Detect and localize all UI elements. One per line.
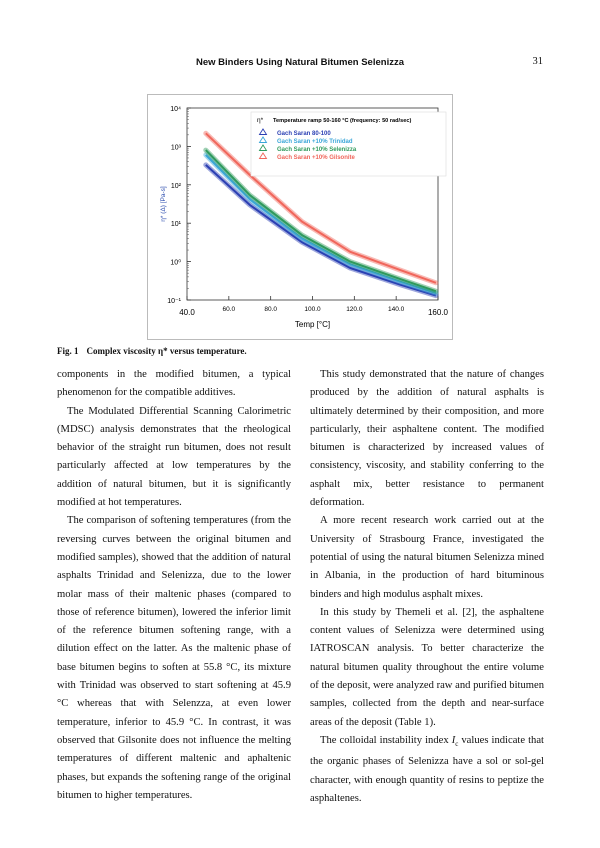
running-header: New Binders Using Natural Bitumen Seleni… [0, 55, 600, 71]
legend-marker [258, 152, 268, 159]
y-tick-label: 10⁰ [170, 259, 181, 267]
legend-label: Gach Saran +10% Trinidad [277, 139, 353, 145]
paragraph: The colloidal instability index Ic value… [310, 732, 544, 808]
x-tick-label: 80.0 [264, 306, 277, 313]
paragraph: The comparison of softening temperatures… [57, 515, 291, 801]
legend-marker [258, 144, 268, 151]
paragraph: The Modulated Differential Scanning Calo… [57, 405, 291, 509]
legend-box [250, 111, 447, 177]
legend-label: Gach Saran +10% Gilsonite [277, 155, 356, 161]
x-tick-label: 100.0 [304, 306, 321, 313]
series [203, 152, 439, 296]
series-line [205, 164, 437, 297]
x-tick-label: 120.0 [346, 306, 363, 313]
legend-marker [258, 136, 268, 143]
series [203, 130, 439, 286]
left-column: components in the modified bitumen, a ty… [57, 366, 291, 805]
subscript: c [455, 740, 459, 749]
series [203, 147, 439, 294]
paragraph: This study demonstrated that the nature … [310, 369, 544, 509]
text: The colloidal instability index [320, 734, 452, 746]
chart: 10⁻¹ 10⁰ 10¹ 10² 10³ 10⁴ 40.0 60.0 80.0 100.0 120.… [160, 106, 449, 329]
x-tick-label: 140.0 [388, 306, 405, 313]
y-tick-label: 10⁴ [170, 106, 181, 113]
y-tick-label: 10² [171, 183, 182, 190]
x-tick-label: 40.0 [179, 308, 195, 317]
paragraph: In this study by Themeli et al. [2], the… [310, 606, 544, 728]
y-tick-label: 10⁻¹ [167, 298, 181, 305]
paragraph: components in the modified bitumen, a ty… [57, 369, 291, 399]
right-column: This study demonstrated that the nature … [310, 366, 544, 808]
series-line [205, 154, 437, 295]
legend-title: η* [257, 117, 264, 124]
series-line [205, 132, 437, 284]
x-axis-label: Temp [°C] [295, 320, 330, 329]
y-tick-label: 10¹ [171, 221, 182, 228]
figure: 10⁻¹ 10⁰ 10¹ 10² 10³ 10⁴ 40.0 60.0 80.0 100.0 120.… [147, 94, 453, 340]
caption-text: Complex viscosity η* versus temperature. [86, 346, 247, 356]
legend-note: Temperature ramp 50-160 °C (frequency: 5… [273, 118, 411, 124]
x-tick-label: 60.0 [223, 306, 236, 313]
figure-caption: Fig. 1 Complex viscosity η* versus temper… [57, 346, 255, 356]
y-tick-label: 10³ [171, 144, 182, 151]
legend-marker [258, 128, 268, 135]
series [203, 162, 439, 299]
paragraph: A more recent research work carried out … [310, 515, 544, 600]
legend-label: Gach Saran +10% Selenizza [277, 147, 357, 153]
text: values indicate that the organic phases … [310, 734, 544, 804]
caption-label: Fig. 1 [57, 346, 79, 356]
series-line [205, 149, 437, 293]
symbol: I [451, 734, 456, 746]
page-number: 31 [532, 56, 544, 67]
legend-label: Gach Saran 80-100 [277, 131, 331, 137]
running-title: New Binders Using Natural Bitumen Seleni… [196, 57, 404, 68]
x-tick-label: 160.0 [428, 308, 449, 317]
y-axis-label: η* (Δ) [Pa-s] [160, 186, 167, 222]
